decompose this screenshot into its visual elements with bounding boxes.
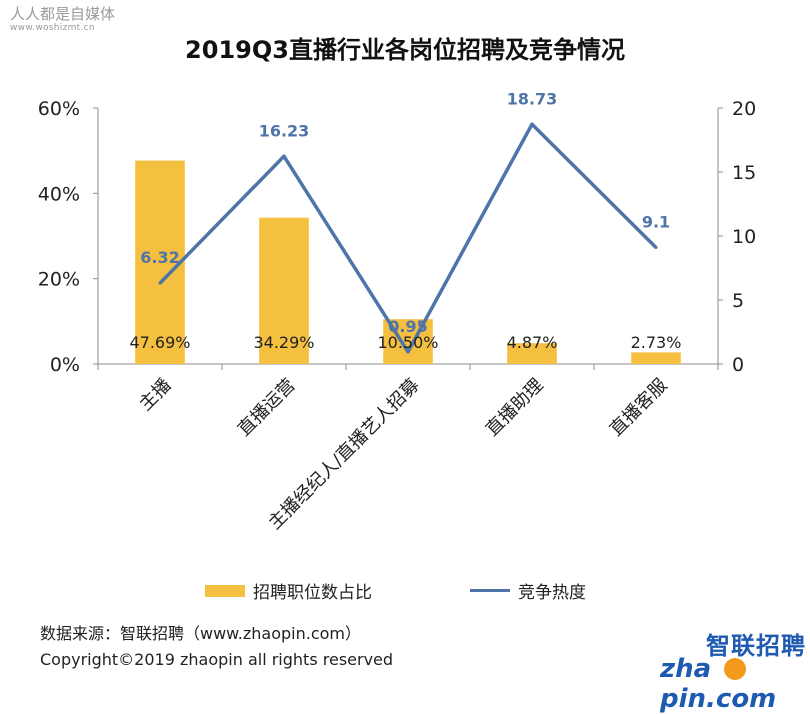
chart-title: 2019Q3直播行业各岗位招聘及竞争情况 — [185, 36, 625, 64]
line-point-4 — [654, 246, 658, 250]
left-tick-label: 40% — [38, 183, 80, 205]
category-label: 主播 — [135, 375, 175, 415]
line-data-label: 16.23 — [259, 121, 310, 140]
line-data-label: 0.95 — [388, 317, 427, 336]
bar-data-label: 34.29% — [253, 333, 314, 352]
right-tick-label: 20 — [732, 98, 756, 120]
logo-dot — [724, 658, 746, 680]
right-tick-label: 0 — [732, 354, 744, 376]
source-note: 数据来源：智联招聘（www.zhaopin.com） — [40, 624, 362, 643]
logo-en: zha pin.com — [660, 654, 777, 714]
bar-data-label: 10.50% — [377, 333, 438, 352]
left-tick-label: 60% — [38, 98, 80, 120]
category-label: 直播助理 — [482, 375, 548, 441]
zhaopin-logo: 智联招聘 zha pin.com — [660, 626, 810, 714]
line-data-label: 6.32 — [140, 248, 179, 267]
legend-line-swatch — [470, 589, 510, 592]
bar-4 — [631, 352, 681, 364]
watermark-line2: www.woshizmt.cn — [10, 23, 95, 33]
line-point-2 — [406, 350, 410, 354]
line-data-label: 9.1 — [642, 213, 670, 232]
bar-data-label: 47.69% — [129, 333, 190, 352]
line-point-1 — [282, 154, 286, 158]
bar-3 — [507, 343, 557, 364]
category-label: 直播客服 — [606, 375, 672, 441]
legend-bar-entry: 招聘职位数占比 — [205, 578, 372, 603]
line-data-label: 18.73 — [507, 89, 558, 108]
right-tick-label: 5 — [732, 290, 744, 312]
watermark: 人人都是自媒体 www.woshizmt.cn — [10, 5, 116, 34]
logo-cn: 智联招聘 — [706, 632, 806, 660]
right-tick-label: 15 — [732, 162, 756, 184]
bar-1 — [259, 217, 309, 364]
legend-line-entry: 竞争热度 — [470, 578, 586, 603]
bar-data-label: 4.87% — [507, 333, 558, 352]
line-point-3 — [530, 122, 534, 126]
bar-data-label: 2.73% — [631, 333, 682, 352]
legend-bar-label: 招聘职位数占比 — [253, 583, 372, 603]
bar-0 — [135, 160, 185, 364]
left-tick-label: 20% — [38, 269, 80, 291]
category-label: 直播运营 — [234, 375, 300, 441]
legend-line-label: 竞争热度 — [518, 583, 586, 603]
watermark-line1: 人人都是自媒体 — [10, 5, 116, 23]
legend-bar-swatch — [205, 584, 245, 597]
right-tick-label: 10 — [732, 226, 756, 248]
left-tick-label: 0% — [50, 354, 80, 376]
combo-chart: 0% 20% 40% 60% 0 5 10 15 20 47.69% 34.29% 10.50% 4.8… — [38, 89, 756, 534]
line-point-0 — [158, 281, 162, 285]
copyright-note: Copyright©2019 zhaopin all rights reserv… — [40, 650, 394, 669]
